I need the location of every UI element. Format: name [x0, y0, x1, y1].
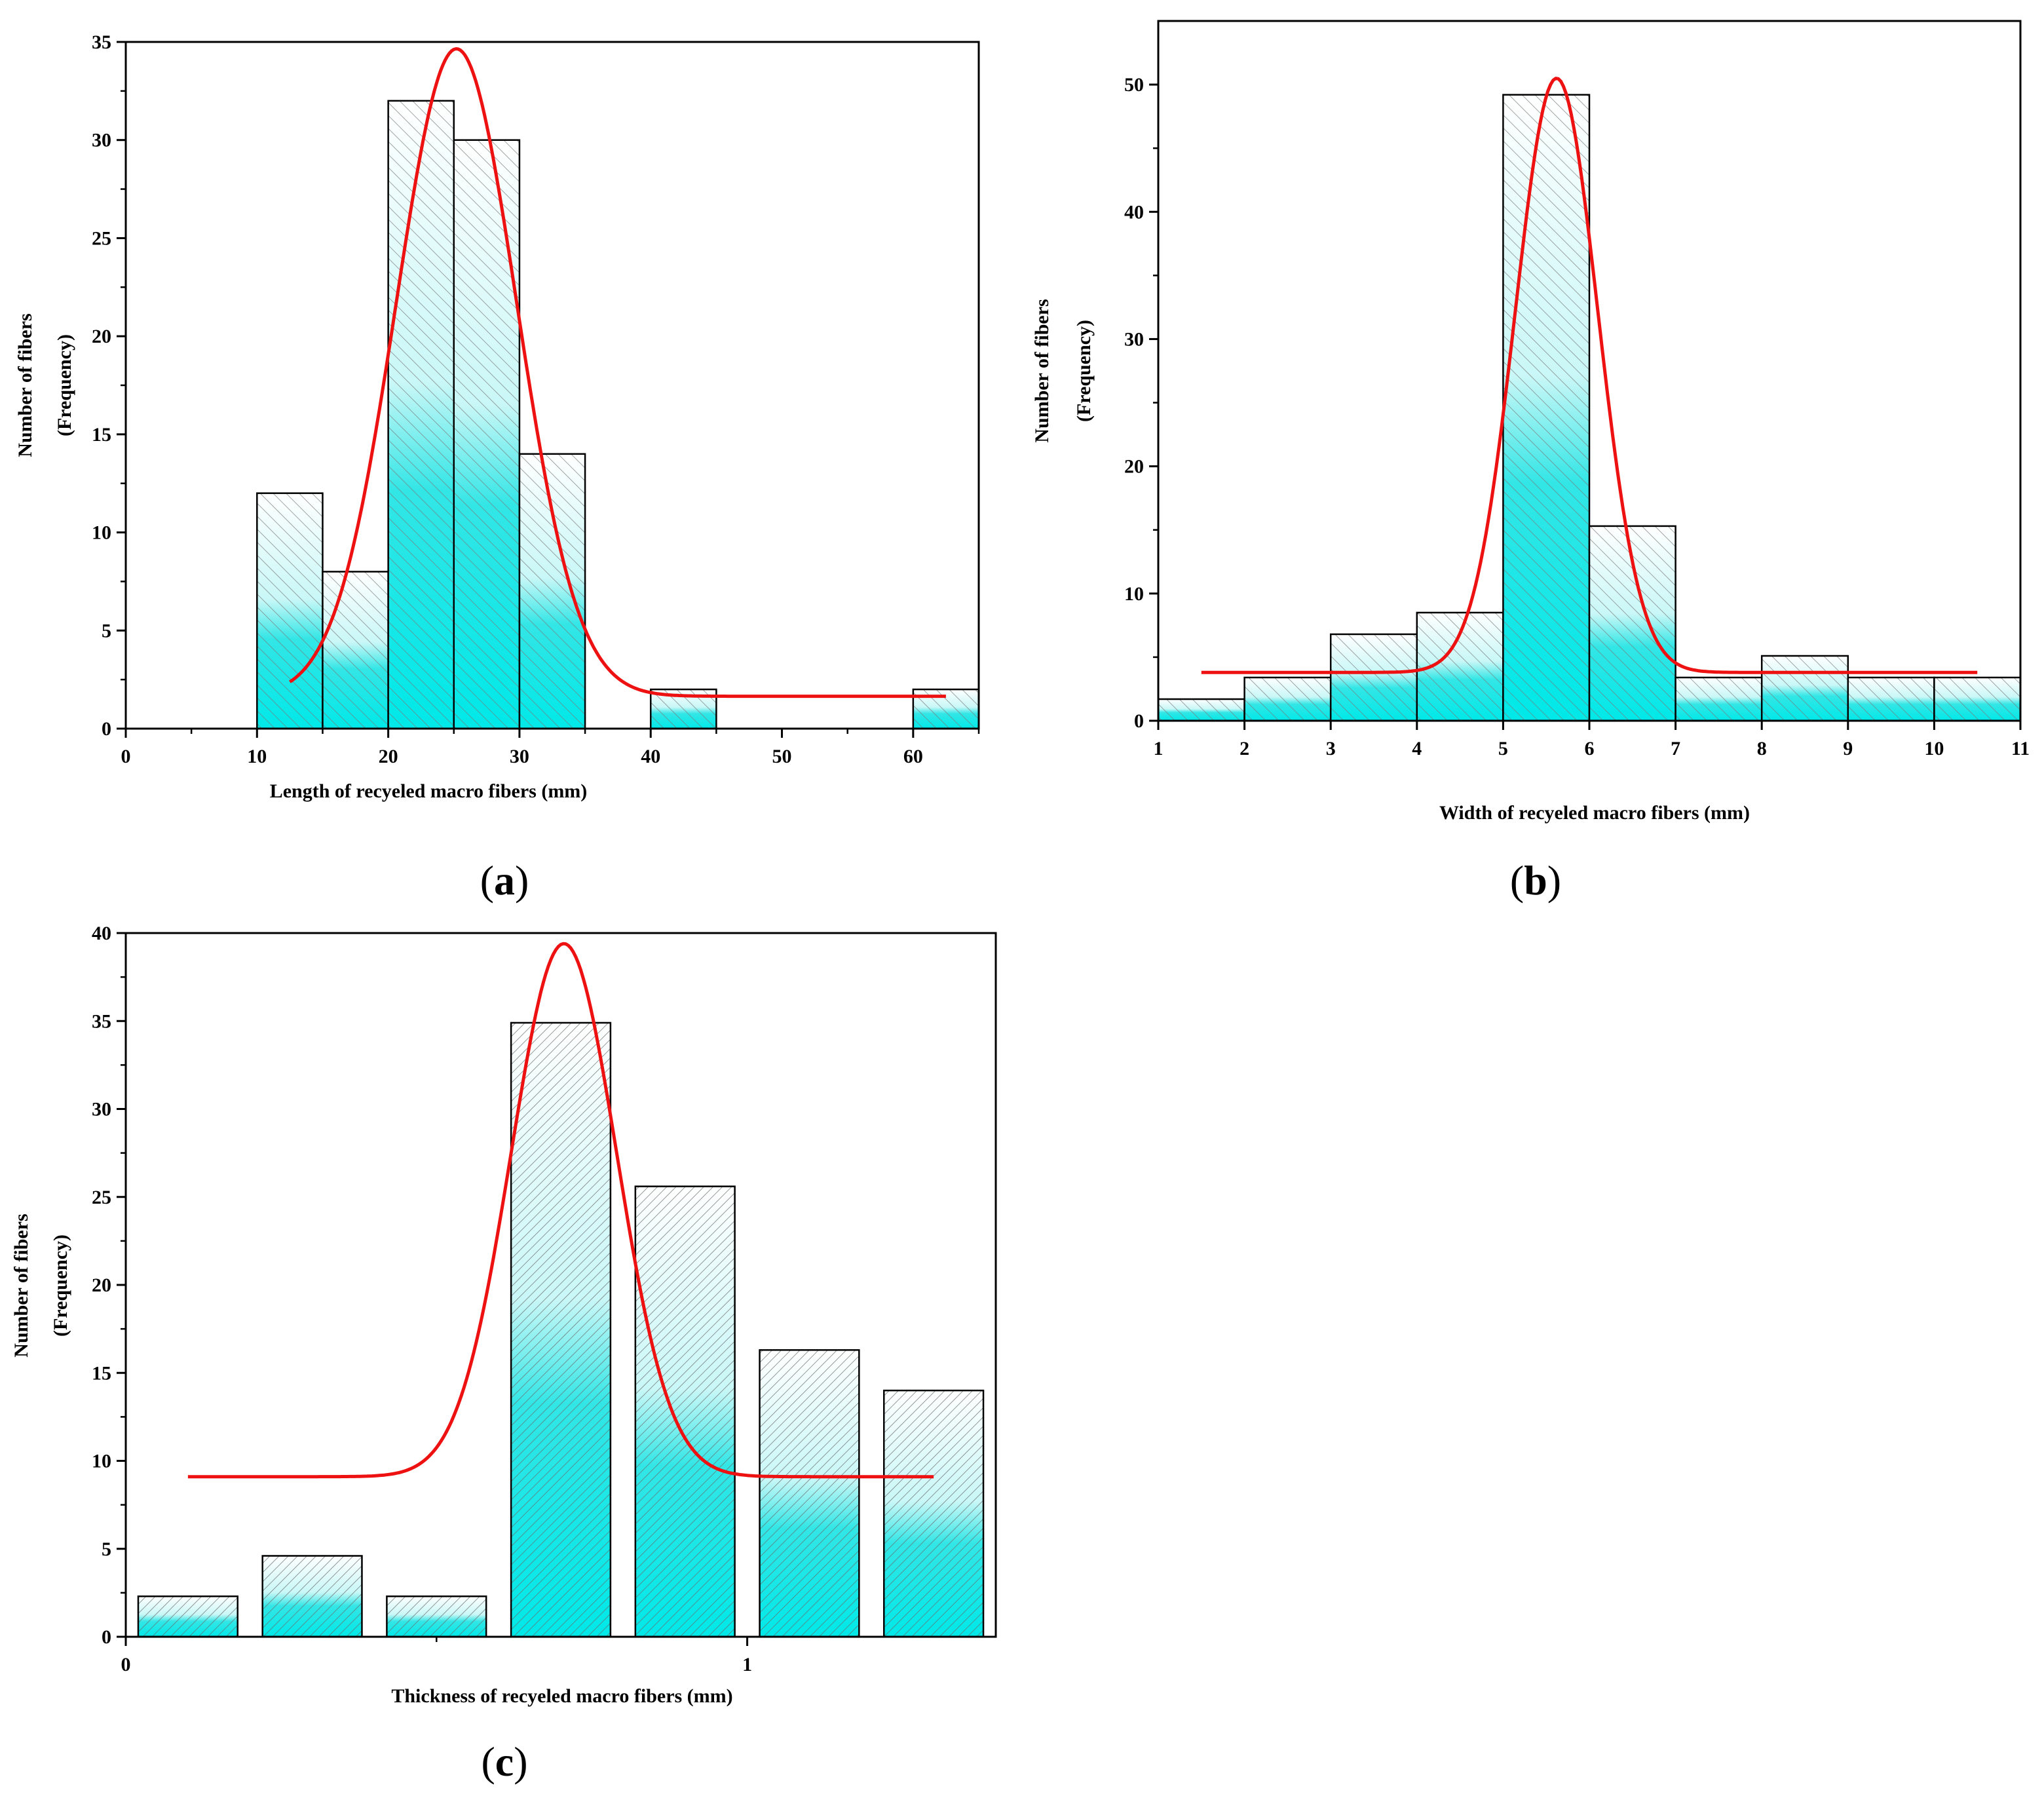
bar-hatch-a-4	[519, 453, 586, 729]
y-tick-label-c-0: 0	[102, 1626, 111, 1648]
fit-curve-a	[289, 47, 946, 698]
chart-panel-b: 0 10 20 30 40 50 1 2 3 4 5 6 7 8 9 10 11 Width of recyel…	[1031, 20, 2030, 904]
x-tick-label-a-4: 40	[641, 746, 660, 767]
y-tick-label-c-3: 15	[92, 1362, 111, 1384]
y-tick-label-a-3: 15	[92, 424, 111, 446]
y-tick-label-b-4: 40	[1124, 201, 1144, 223]
bar-hatch-b-4	[1503, 94, 1589, 721]
bar-hatch-c-3	[511, 1022, 611, 1637]
y-tick-label-a-2: 10	[92, 522, 111, 544]
y-axis-title-b: Number of fibers	[1031, 299, 1053, 442]
bar-hatch-c-1	[262, 1556, 362, 1637]
x-tick-label-b-7: 8	[1757, 738, 1767, 759]
x-tick-label-b-0: 1	[1154, 738, 1164, 759]
y-tick-label-a-7: 35	[92, 31, 111, 53]
panel-letter-b: b	[1524, 857, 1547, 904]
y-tick-label-c-2: 10	[92, 1451, 111, 1472]
y-axis-title-a: Number of fibers	[14, 313, 36, 457]
y-tick-label-a-4: 20	[92, 326, 111, 347]
x-tick-label-a-6: 60	[903, 746, 923, 767]
bar-hatch-b-7	[1762, 655, 1848, 721]
x-axis-title-c: Thickness of recyeled macro fibers (mm)	[391, 1685, 732, 1707]
panel-letter-c: c	[495, 1738, 514, 1785]
y-tick-label-c-4: 20	[92, 1274, 111, 1296]
y-tick-label-b-5: 50	[1124, 74, 1144, 96]
bar-hatch-b-8	[1847, 677, 1935, 721]
bar-hatch-c-0	[138, 1596, 238, 1637]
x-tick-label-b-4: 5	[1498, 738, 1508, 759]
x-tick-label-a-3: 30	[510, 746, 529, 767]
x-tick-label-a-2: 20	[379, 746, 398, 767]
tick-labels-a: 0 5 10 15 20 25 30 35 0 10 20 30 40 50 60	[92, 31, 923, 767]
gaussian-fit-b	[1201, 77, 1978, 674]
x-tick-label-b-1: 2	[1240, 738, 1249, 759]
x-tick-label-c-0: 0	[121, 1654, 131, 1675]
fit-curve-b	[1201, 77, 1978, 674]
histogram-bars-a	[256, 100, 980, 730]
bar-hatch-b-0	[1158, 698, 1245, 721]
y-tick-label-a-5: 25	[92, 227, 111, 249]
bar-hatch-b-1	[1244, 677, 1331, 721]
x-tick-label-b-5: 6	[1585, 738, 1595, 759]
x-axis-title-b: Width of recyeled macro fibers (mm)	[1439, 802, 1750, 824]
x-tick-label-b-10: 11	[2011, 738, 2030, 759]
x-axis-title-a: Length of recyeled macro fibers (mm)	[270, 780, 588, 802]
y-axis-subtitle-c: (Frequency)	[50, 1234, 71, 1337]
chart-panel-c: 0 5 10 15 20 25 30 35 40 0 1 Thickness of recyeled…	[10, 923, 997, 1785]
y-tick-label-c-7: 35	[92, 1010, 111, 1032]
panel-letter-a: a	[494, 857, 515, 904]
x-tick-label-b-3: 4	[1412, 738, 1422, 759]
y-tick-label-b-1: 10	[1124, 583, 1144, 605]
y-tick-label-b-0: 0	[1134, 710, 1144, 732]
panel-label-a: (a)	[480, 857, 529, 904]
tick-labels-b: 0 10 20 30 40 50 1 2 3 4 5 6 7 8 9 10 11	[1124, 74, 2030, 759]
bar-hatch-a-2	[388, 100, 454, 729]
histogram-bars-c	[137, 1022, 985, 1638]
bar-hatch-c-5	[759, 1350, 860, 1637]
x-tick-label-b-8: 9	[1843, 738, 1853, 759]
x-tick-label-b-2: 3	[1326, 738, 1336, 759]
x-tick-label-b-6: 7	[1671, 738, 1680, 759]
bar-hatch-c-6	[884, 1390, 984, 1637]
y-tick-label-a-0: 0	[102, 718, 111, 740]
y-tick-label-b-2: 20	[1124, 456, 1144, 478]
x-tick-label-c-1: 1	[742, 1654, 752, 1675]
x-tick-label-b-9: 10	[1924, 738, 1944, 759]
gaussian-fit-c	[187, 942, 934, 1479]
histogram-bars-b	[1157, 94, 2022, 722]
y-tick-label-a-1: 5	[102, 620, 111, 641]
bar-hatch-a-3	[453, 140, 520, 729]
y-tick-label-c-1: 5	[102, 1538, 111, 1560]
x-tick-label-a-5: 50	[772, 746, 792, 767]
axis-ticks-a	[117, 41, 980, 738]
bar-hatch-a-0	[257, 493, 323, 729]
fit-curve-c	[187, 942, 934, 1479]
x-tick-label-a-1: 10	[247, 746, 267, 767]
bar-hatch-b-6	[1675, 677, 1762, 721]
y-axis-subtitle-a: (Frequency)	[54, 334, 75, 436]
y-axis-subtitle-b: (Frequency)	[1073, 320, 1095, 422]
bar-hatch-a-1	[322, 571, 388, 729]
chart-panel-a: 0 5 10 15 20 25 30 35 0 10 20 30 40 50 60 Length of re…	[14, 31, 980, 904]
gaussian-fit-a	[289, 47, 946, 698]
panel-label-b: (b)	[1510, 857, 1561, 904]
bar-hatch-b-9	[1934, 677, 2020, 721]
bar-hatch-c-4	[635, 1186, 735, 1637]
y-tick-label-c-8: 40	[92, 923, 111, 944]
y-tick-label-b-3: 30	[1124, 328, 1144, 350]
y-axis-title-c: Number of fibers	[10, 1213, 32, 1357]
tick-labels-c: 0 5 10 15 20 25 30 35 40 0 1	[92, 923, 752, 1675]
bar-hatch-b-2	[1331, 634, 1417, 721]
y-tick-label-c-6: 30	[92, 1099, 111, 1120]
y-tick-label-a-6: 30	[92, 130, 111, 151]
x-tick-label-a-0: 0	[121, 746, 131, 767]
bar-hatch-c-2	[387, 1596, 487, 1637]
y-tick-label-c-5: 25	[92, 1187, 111, 1208]
axis-ticks-b	[1149, 83, 2022, 730]
axis-ticks-c	[117, 932, 749, 1646]
panel-label-c: (c)	[481, 1738, 527, 1785]
